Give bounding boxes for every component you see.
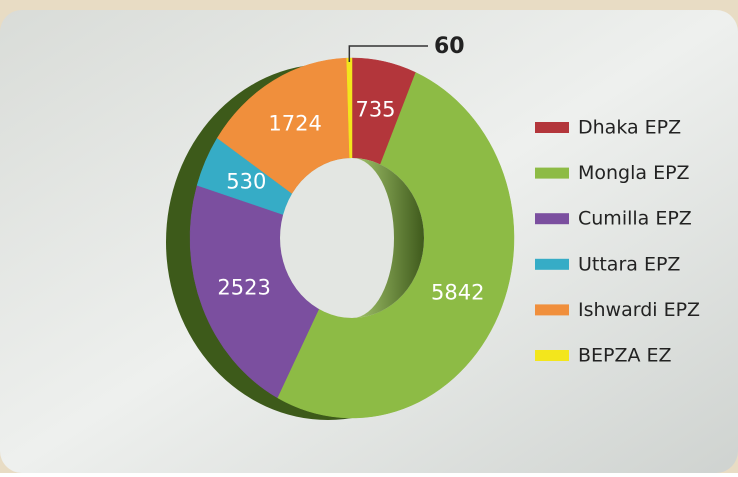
data-label: 2523 [217,275,270,299]
legend-swatch [535,213,569,225]
legend-swatch [535,258,569,270]
data-label: 5842 [431,281,484,305]
data-label: 1724 [268,111,321,135]
legend-label: Dhaka EPZ [578,117,681,139]
donut: 735 5842 2523 530 1724 60 [166,34,515,420]
legend-swatch [535,350,569,361]
legend-label: Uttara EPZ [578,253,680,275]
legend-label: Mongla EPZ [578,162,690,184]
legend: Dhaka EPZ Mongla EPZ Cumilla EPZ Uttara EPZ… [535,117,700,367]
data-label: 60 [434,34,465,59]
data-label: 530 [226,169,266,193]
legend-swatch [535,304,569,316]
legend-swatch [535,167,569,179]
legend-label: BEPZA EZ [578,345,672,367]
donut-hole [280,158,424,318]
hole-wall [352,158,424,318]
legend-label: Cumilla EPZ [578,208,692,230]
legend-swatch [535,122,569,133]
legend-label: Ishwardi EPZ [578,299,700,321]
leader-line [348,45,428,63]
data-label: 735 [355,98,395,122]
